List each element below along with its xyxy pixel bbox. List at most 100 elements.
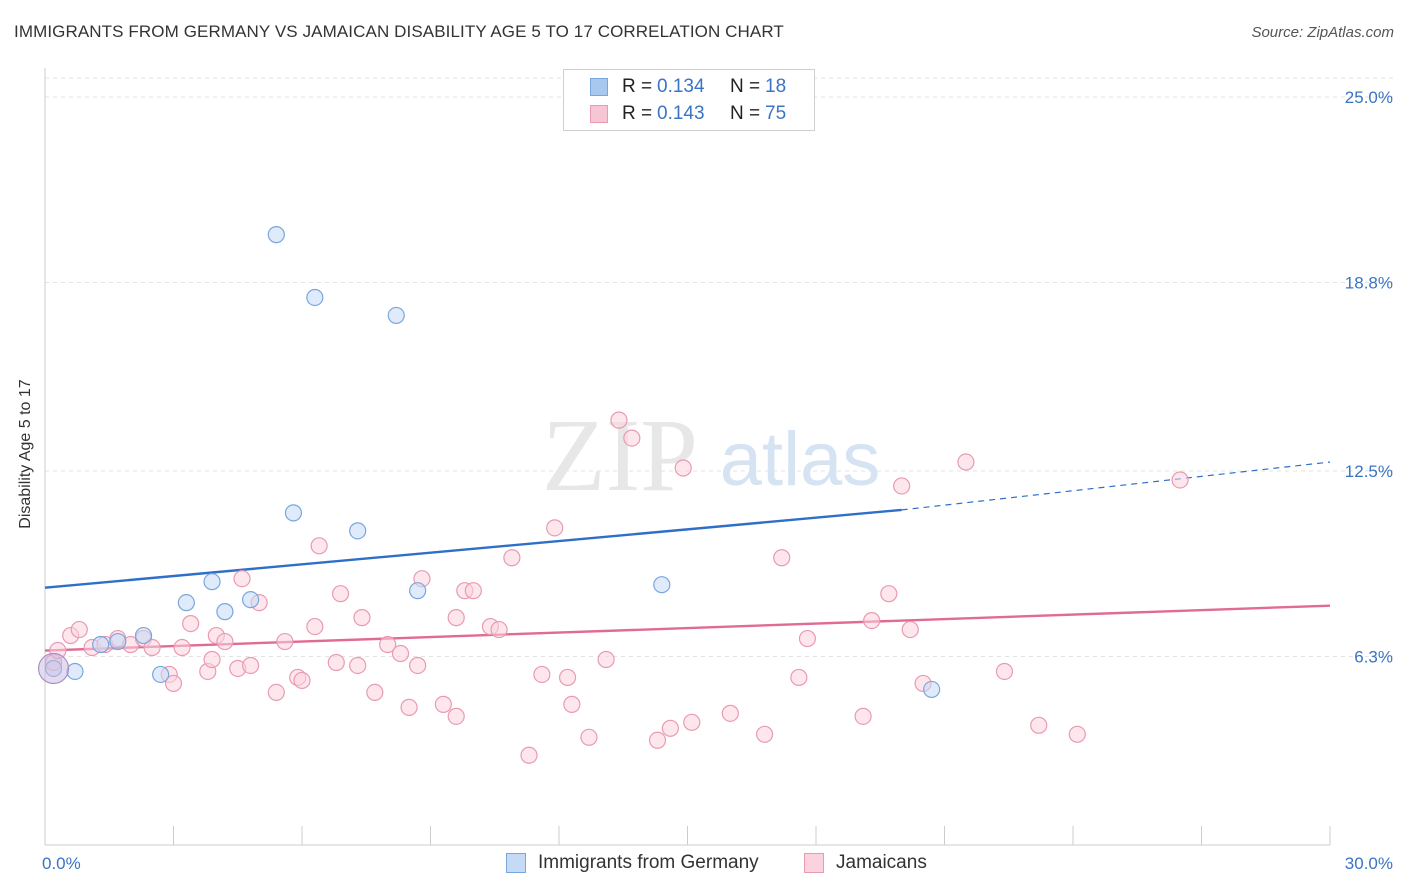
jamaicans-point — [447, 707, 465, 725]
jamaicans-point — [203, 650, 221, 669]
legend-r-label: R = — [622, 103, 653, 124]
germany-point — [242, 591, 260, 609]
legend-label-germany: Immigrants from Germany — [538, 852, 759, 873]
watermark: ZIP atlas — [542, 398, 880, 513]
jamaicans-point — [648, 731, 667, 749]
jamaicans-point — [683, 713, 701, 731]
jamaicans-point — [267, 683, 285, 702]
jamaicans-point — [1068, 725, 1086, 743]
jamaicans-point — [379, 635, 397, 654]
source-label: Source: ZipAtlas.com — [1251, 24, 1394, 41]
germany-trend-line — [44, 508, 902, 589]
jamaicans-point — [164, 674, 183, 693]
germany-point — [284, 504, 303, 522]
germany-point — [203, 573, 221, 591]
jamaicans-point — [242, 656, 260, 675]
germany-point — [653, 576, 671, 594]
jamaicans-point — [597, 650, 615, 669]
trend-lines — [44, 461, 1331, 652]
axes — [44, 68, 1331, 846]
jamaicans-point — [546, 519, 564, 537]
legend-r-value: 0.143 — [657, 103, 705, 124]
jamaicans-point — [790, 668, 808, 687]
legend-swatch-germany — [590, 78, 608, 96]
jamaicans-point — [880, 585, 898, 603]
legend-swatch-jamaicans — [590, 105, 608, 123]
jamaicans-point — [623, 429, 641, 447]
jamaicans-point — [893, 477, 911, 495]
x-tick-label: 0.0% — [42, 854, 81, 873]
series-legend: Immigrants from Germany Jamaicans — [0, 852, 1406, 878]
y-tick-label: 12.5% — [1345, 462, 1393, 481]
jamaicans-point — [400, 698, 418, 716]
jamaicans-point — [233, 570, 251, 588]
cluster-point — [37, 652, 70, 685]
germany-point — [387, 306, 405, 325]
watermark-atlas: atlas — [720, 417, 881, 502]
jamaicans-point — [331, 585, 350, 603]
jamaicans-trend-line — [44, 604, 1331, 652]
jamaicans-point — [173, 638, 191, 657]
jamaicans-point — [995, 662, 1014, 681]
jamaicans-point — [863, 611, 881, 630]
legend-swatch-germany — [506, 853, 526, 873]
germany-point — [177, 594, 195, 612]
germany-point — [349, 522, 367, 540]
jamaicans-point — [409, 656, 427, 675]
y-axis-label: Disability Age 5 to 17 — [17, 379, 34, 529]
legend-r-value: 0.134 — [657, 76, 705, 97]
jamaicans-point — [854, 707, 872, 725]
legend-item-germany[interactable]: Immigrants from Germany — [506, 852, 759, 874]
jamaicans-point — [773, 549, 791, 567]
y-tick-label: 18.8% — [1345, 274, 1393, 293]
legend-r-label: R = — [622, 76, 653, 97]
jamaicans-point — [182, 614, 200, 633]
jamaicans-point — [957, 453, 975, 471]
jamaicans-point — [391, 644, 410, 663]
jamaicans-point — [216, 632, 234, 651]
jamaicans-point — [798, 629, 817, 648]
germany-point — [92, 635, 110, 654]
jamaicans-point — [366, 683, 384, 702]
legend-n-value: 18 — [765, 76, 787, 97]
germany-point — [267, 226, 285, 244]
jamaicans-point — [447, 609, 465, 627]
jamaicans-point — [1030, 716, 1048, 734]
jamaicans-point — [558, 668, 577, 687]
legend-n-label: N = — [730, 103, 761, 124]
legend-label-jamaicans: Jamaicans — [836, 852, 927, 873]
jamaicans-point — [276, 632, 294, 651]
jamaicans-point — [610, 411, 628, 429]
germany-point — [216, 603, 234, 621]
jamaicans-point — [755, 725, 774, 743]
legend-swatch-jamaicans — [804, 853, 824, 873]
jamaicans-point — [661, 719, 679, 737]
jamaicans-point — [434, 695, 452, 713]
legend-n-label: N = — [730, 76, 761, 97]
germany-point — [409, 582, 427, 600]
germany-point — [109, 632, 127, 651]
jamaicans-point — [563, 695, 581, 713]
x-tick-label: 30.0% — [1345, 854, 1393, 873]
jamaicans-point — [293, 671, 311, 690]
germany-point — [152, 665, 170, 684]
jamaicans-point — [143, 638, 161, 657]
germany-point — [134, 626, 153, 645]
jamaicans-point — [520, 746, 538, 764]
jamaicans-point — [490, 620, 508, 639]
jamaicans-point — [721, 704, 739, 722]
legend-item-jamaicans[interactable]: Jamaicans — [804, 852, 927, 874]
germany-point — [923, 680, 941, 699]
jamaicans-point — [503, 549, 521, 567]
data-points — [37, 226, 1189, 764]
correlation-legend: R = 0.134 N = 18 R = 0.143 N = 75 — [563, 69, 815, 131]
chart-title: IMMIGRANTS FROM GERMANY VS JAMAICAN DISA… — [14, 22, 784, 41]
jamaicans-point — [674, 459, 692, 477]
germany-trend-line-extension — [901, 461, 1331, 511]
y-tick-labels: 6.3% 12.5% 18.8% 25.0% — [1345, 88, 1393, 667]
jamaicans-point — [327, 653, 345, 672]
y-tick-label: 25.0% — [1345, 88, 1393, 107]
jamaicans-point — [533, 665, 551, 684]
jamaicans-point — [349, 656, 367, 675]
